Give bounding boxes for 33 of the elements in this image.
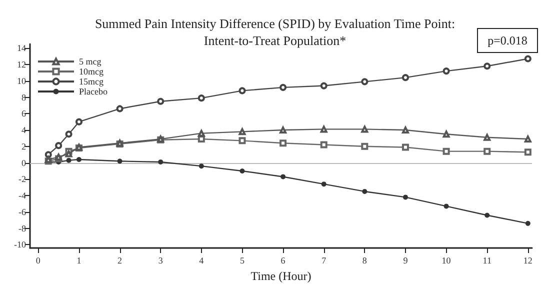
- x-tick-label: 10: [442, 256, 452, 266]
- x-tick-label: 11: [482, 256, 492, 266]
- legend-label: 5 mcg: [79, 56, 102, 66]
- y-tick-label: 8: [22, 92, 26, 102]
- x-tick-label: 5: [240, 256, 245, 266]
- chart-title: Summed Pain Intensity Difference (SPID) by Evaluation Time Point: Intent-to-Treat Population*: [94, 16, 456, 48]
- x-tick-label: 6: [280, 256, 286, 266]
- x-tick-label: 8: [362, 256, 368, 266]
- legend-label: 10mcg: [79, 66, 104, 76]
- x-tick-label: 7: [322, 256, 327, 266]
- legend-label: Placebo: [79, 86, 108, 96]
- x-tick-label: 2: [118, 256, 122, 266]
- annotation: p=0.018: [488, 34, 528, 48]
- y-tick-label: 12: [17, 59, 26, 70]
- y-tick-label: -10: [14, 240, 26, 250]
- y-tick-label: -2: [18, 174, 26, 184]
- x-tick-label: 12: [523, 256, 532, 266]
- y-tick-label: 4: [22, 125, 26, 136]
- y-tick-label: 0: [22, 158, 26, 168]
- x-tick-label: 0: [36, 256, 41, 266]
- y-tick-label: -8: [18, 223, 26, 234]
- y-tick-label: -4: [18, 190, 26, 201]
- y-tick-label: 6: [22, 108, 26, 119]
- y-tick-label: -6: [18, 206, 26, 217]
- x-tick-label: 3: [158, 256, 164, 266]
- y-tick-label: 2: [22, 141, 26, 152]
- x-tick-label: 4: [199, 256, 204, 266]
- x-tick-label: 9: [403, 256, 408, 266]
- y-tick-label: 10: [17, 76, 26, 86]
- x-tick-label: 1: [76, 256, 82, 266]
- legend-label: 15mcg: [79, 76, 104, 86]
- y-tick-label: 14: [17, 43, 26, 54]
- x-axis-title: Time (Hour): [250, 269, 312, 283]
